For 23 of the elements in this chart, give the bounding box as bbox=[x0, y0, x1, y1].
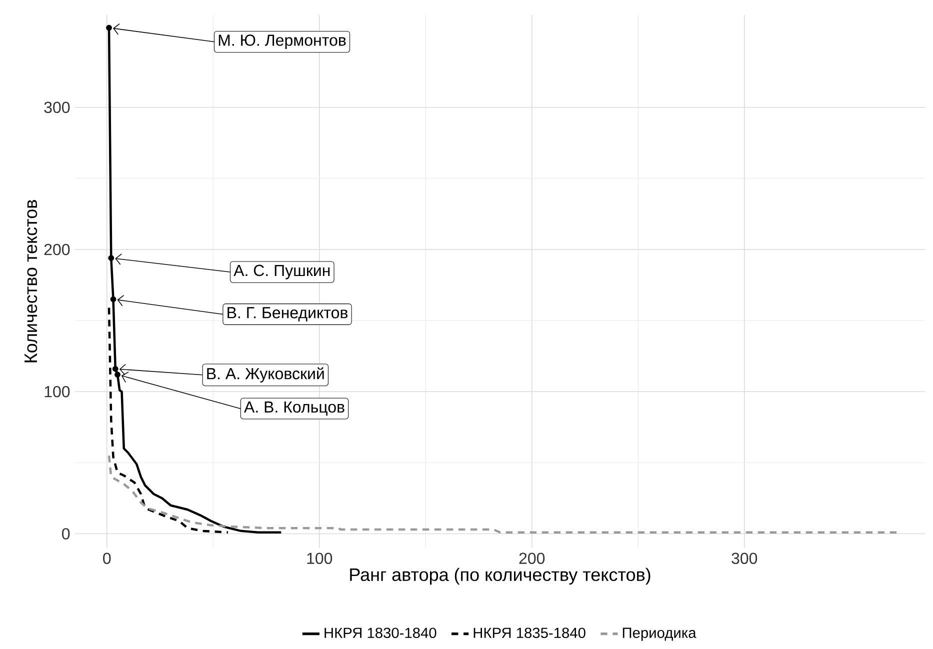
point bbox=[108, 255, 114, 261]
x-tick-label: 200 bbox=[519, 552, 545, 564]
point bbox=[106, 24, 112, 31]
y-tick-label: 0 bbox=[62, 528, 70, 540]
annotation: В. Г. Бенедиктов bbox=[228, 307, 348, 322]
legend-label: НКРЯ 1830-1840 bbox=[324, 628, 436, 638]
legend-label: Периодика bbox=[622, 628, 696, 641]
annotation: М. Ю. Лермонтов bbox=[218, 34, 346, 50]
point bbox=[110, 296, 116, 302]
x-axis-title: Ранг автора (по количеству текстов) bbox=[350, 568, 650, 585]
annotation: А. В. Кольцов bbox=[244, 401, 344, 416]
point bbox=[112, 366, 118, 372]
x-tick-label: 0 bbox=[103, 552, 111, 564]
x-tick-label: 300 bbox=[732, 552, 758, 564]
legend-label: НКРЯ 1835-1840 bbox=[474, 628, 586, 638]
point bbox=[114, 372, 120, 378]
y-axis-title: Количество текстов bbox=[24, 200, 38, 362]
annotation: А. С. Пушкин bbox=[234, 264, 330, 280]
y-tick-label: 300 bbox=[44, 102, 70, 114]
x-tick-label: 100 bbox=[307, 552, 332, 564]
y-tick-label: 100 bbox=[44, 386, 70, 398]
annotation: В. А. Жуковский bbox=[207, 367, 324, 382]
y-tick-label: 200 bbox=[44, 244, 70, 256]
